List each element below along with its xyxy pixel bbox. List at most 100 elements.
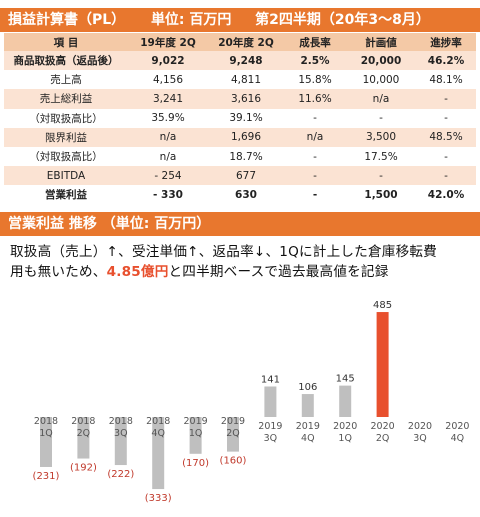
table-cell: 3,616 [208, 89, 284, 109]
table-row: 売上総利益 3,241 3,616 11.6% n/a - [4, 89, 476, 109]
chart-tick-label: 3Q [264, 433, 278, 444]
chart-data-label: 106 [298, 382, 317, 393]
chart-data-label: (192) [70, 463, 97, 474]
table-row: 売上高 4,156 4,811 15.8% 10,000 48.1% [4, 70, 476, 90]
table-cell: - 254 [128, 166, 208, 186]
table-cell: 売上高 [4, 70, 128, 90]
table-row: （対取扱高比） 35.9% 39.1% - - - [4, 108, 476, 128]
chart-data-label: 145 [336, 374, 355, 385]
chart-tick-label: 1Q [39, 428, 53, 439]
table-cell: - [416, 89, 476, 109]
note-line-2-post: と四半期ベースで過去最高値を記録 [168, 264, 389, 280]
pl-title: 損益計算書（PL） [8, 12, 126, 28]
chart-data-label: (333) [145, 493, 172, 504]
chart-tick-label: 2Q [376, 433, 390, 444]
chart-data-label: (222) [107, 469, 134, 480]
table-cell: - [416, 146, 476, 167]
table-cell: 17.5% [346, 146, 416, 167]
col-header-fy19-2q: 19年度 2Q [128, 33, 208, 51]
chart-tick-label: 2019 [296, 421, 320, 432]
chart-data-label: 485 [373, 300, 392, 311]
table-cell: 4,811 [208, 70, 284, 90]
chart-bar [376, 312, 389, 417]
table-cell: 48.1% [416, 70, 476, 90]
chart-bar [77, 417, 90, 459]
table-cell: 630 [208, 185, 284, 205]
table-cell: - 330 [128, 185, 208, 205]
table-cell: 1,696 [208, 127, 284, 147]
table-cell: 9,248 [208, 51, 284, 71]
chart-tick-label: 2020 [445, 421, 469, 432]
chart-data-label: (231) [33, 471, 60, 482]
chart-data-label: (160) [220, 456, 247, 467]
chart-bar [264, 386, 277, 417]
table-cell: n/a [284, 127, 346, 147]
col-header-plan: 計画値 [346, 33, 416, 51]
table-cell: EBITDA [4, 166, 128, 186]
table-cell: 48.5% [416, 127, 476, 147]
table-cell: - [416, 166, 476, 186]
pl-unit: 単位: 百万円 [150, 12, 232, 28]
chart-tick-label: 2019 [258, 421, 282, 432]
table-cell: 677 [208, 166, 284, 186]
chart-tick-label: 2020 [408, 421, 432, 432]
chart-tick-label: 2018 [146, 416, 170, 427]
pl-table: 項 目 19年度 2Q 20年度 2Q 成長率 計画値 進捗率 商品取扱高（返品… [4, 33, 476, 205]
table-cell: 4,156 [128, 70, 208, 90]
table-cell: - [346, 108, 416, 128]
table-cell: - [284, 185, 346, 205]
chart-tick-label: 2020 [333, 421, 357, 432]
table-cell: - [346, 166, 416, 186]
summary-note: 取扱高（売上）↑、受注単価↑、返品率↓、1Qに計上した倉庫移転費 用も無いため、… [10, 242, 476, 282]
table-cell: 20,000 [346, 51, 416, 71]
table-cell: 3,241 [128, 89, 208, 109]
chart-data-label: 141 [261, 374, 280, 385]
chart-bar [40, 417, 52, 467]
note-line-2-pre: 用も無いため、 [10, 264, 107, 280]
chart-bar [227, 417, 239, 452]
chart-tick-label: 2018 [71, 416, 95, 427]
col-header-item: 項 目 [4, 33, 128, 51]
table-cell: 15.8% [284, 70, 346, 90]
table-cell: - [284, 166, 346, 186]
chart-bar [301, 394, 314, 417]
col-header-growth: 成長率 [284, 33, 346, 51]
chart-tick-label: 1Q [338, 433, 352, 444]
chart-bar [189, 417, 202, 454]
chart-tick-label: 2018 [34, 416, 58, 427]
chart-bar [339, 385, 352, 417]
table-cell: （対取扱高比） [4, 146, 128, 167]
table-row: （対取扱高比） n/a 18.7% - 17.5% - [4, 146, 476, 167]
chart-tick-label: 4Q [301, 433, 315, 444]
table-cell: - [284, 108, 346, 128]
chart-bar [114, 417, 127, 466]
table-header-row: 項 目 19年度 2Q 20年度 2Q 成長率 計画値 進捗率 [4, 33, 476, 51]
chart-tick-label: 2019 [221, 416, 245, 427]
chart-tick-label: 2019 [184, 416, 208, 427]
col-header-fy20-2q: 20年度 2Q [208, 33, 284, 51]
chart-data-label: (170) [182, 458, 209, 469]
table-cell: - [284, 146, 346, 167]
table-cell: n/a [128, 127, 208, 147]
table-cell: n/a [128, 146, 208, 167]
table-cell: 売上総利益 [4, 89, 128, 109]
chart-tick-label: 2018 [109, 416, 133, 427]
table-cell: （対取扱高比） [4, 108, 128, 128]
note-highlight: 4.85億円 [106, 264, 169, 280]
table-cell: 39.1% [208, 108, 284, 128]
trend-title: 営業利益 推移 （単位: 百万円） [8, 216, 211, 232]
table-cell: 1,500 [346, 185, 416, 205]
operating-profit-chart: (231)20181Q(192)20182Q(222)20183Q(333)20… [33, 300, 470, 504]
trend-section-header: 営業利益 推移 （単位: 百万円） [0, 212, 480, 236]
note-line-2: 用も無いため、4.85億円と四半期ベースで過去最高値を記録 [10, 262, 476, 282]
col-header-progress: 進捗率 [416, 33, 476, 51]
chart-tick-label: 3Q [413, 433, 427, 444]
table-cell: - [416, 108, 476, 128]
table-row: 営業利益 - 330 630 - 1,500 42.0% [4, 185, 476, 205]
table-cell: 営業利益 [4, 185, 128, 205]
chart-tick-label: 2Q [77, 428, 91, 439]
table-cell: 2.5% [284, 51, 346, 71]
table-cell: 11.6% [284, 89, 346, 109]
table-cell: 商品取扱高（返品後） [4, 51, 128, 71]
chart-tick-label: 4Q [151, 428, 165, 439]
